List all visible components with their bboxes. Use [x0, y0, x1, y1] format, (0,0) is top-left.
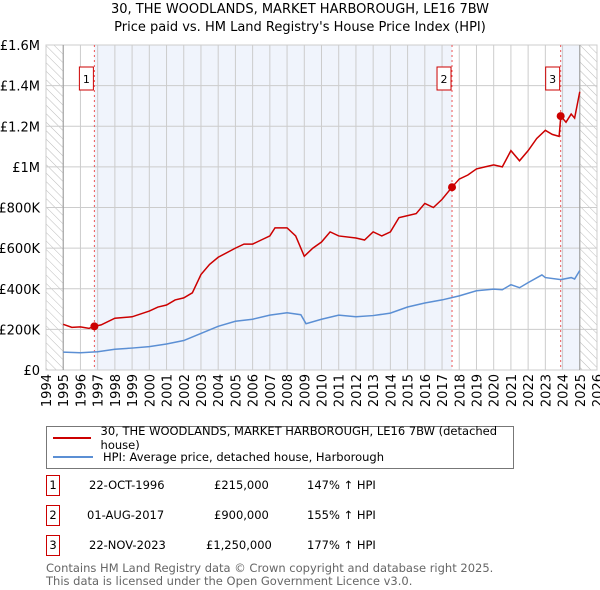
x-tick-label: 2004 [212, 374, 227, 407]
sale-hpi: 147% ↑ HPI [307, 478, 376, 492]
x-tick-label: 2009 [298, 374, 313, 407]
y-tick-label: £1.6M [0, 39, 40, 54]
sale-badge [545, 66, 561, 91]
x-tick-label: 2016 [419, 374, 434, 407]
x-tick-label: 1996 [74, 374, 89, 407]
sale-badge-label: 3 [549, 73, 556, 86]
sale-marker-badge: 3 [46, 535, 60, 556]
chart-subtitle: Price paid vs. HM Land Registry's House … [114, 20, 486, 35]
sale-hpi: 155% ↑ HPI [307, 508, 376, 522]
sale-price: £900,000 [214, 508, 269, 522]
sale-marker-badge: 2 [46, 505, 60, 526]
hpi-line [63, 270, 581, 354]
y-tick-label: £200K [0, 323, 40, 338]
sale-marker-badge: 1 [46, 475, 60, 496]
legend-label: HPI: Average price, detached house, Harb… [103, 450, 385, 464]
x-tick-label: 2026 [591, 374, 600, 407]
x-tick-label: 2011 [333, 374, 348, 407]
x-tick-label: 2001 [161, 374, 176, 407]
y-tick-label: £1M [12, 161, 40, 176]
sale-badge [436, 66, 452, 91]
sale-price: £215,000 [214, 478, 269, 492]
x-tick-label: 1994 [40, 374, 55, 407]
x-tick-label: 2019 [470, 374, 485, 407]
y-tick-label: £800K [0, 202, 40, 217]
footer: Contains HM Land Registry data © Crown c… [46, 562, 493, 588]
sale-row: 2 01-AUG-2017 £900,000 155% ↑ HPI [46, 505, 546, 526]
legend-item-property: 30, THE WOODLANDS, MARKET HARBOROUGH, LE… [53, 424, 513, 452]
property-price-line [62, 91, 581, 330]
x-tick-label: 2014 [384, 374, 399, 407]
x-tick-label: 2025 [574, 374, 589, 407]
x-tick-label: 2010 [316, 374, 331, 407]
legend-label: 30, THE WOODLANDS, MARKET HARBOROUGH, LE… [100, 424, 498, 452]
x-tick-label: 2020 [488, 374, 503, 407]
x-tick-label: 2002 [178, 374, 193, 407]
sale-point [556, 112, 565, 121]
sale-row: 1 22-OCT-1996 £215,000 147% ↑ HPI [46, 475, 546, 496]
sale-badge-label: 2 [441, 73, 448, 86]
x-tick-label: 2006 [247, 374, 262, 407]
x-tick-label: 1997 [92, 374, 107, 407]
x-tick-label: 1998 [109, 374, 124, 407]
sale-row: 3 22-NOV-2023 £1,250,000 177% ↑ HPI [46, 535, 546, 556]
x-tick-label: 2021 [505, 374, 520, 407]
copyright-text: Contains HM Land Registry data © Crown c… [46, 561, 494, 575]
sale-hpi: 177% ↑ HPI [307, 538, 376, 552]
price-chart: £0 £200K £400K £600K £800K £1M £1.2M £1.4M £1.6M… [0, 39, 600, 407]
x-tick-label: 2013 [367, 374, 382, 407]
x-tick-label: 1995 [57, 374, 72, 407]
x-tick-label: 2008 [281, 374, 296, 407]
x-tick-label: 2023 [539, 374, 554, 407]
y-tick-label: £600K [0, 242, 40, 257]
licence-text: This data is licensed under the Open Gov… [46, 574, 413, 588]
sale-point [448, 183, 457, 192]
x-tick-label: 2005 [229, 374, 244, 407]
sale-point [90, 322, 99, 331]
sale-badge-label: 1 [83, 73, 90, 86]
blue-line-swatch [53, 456, 93, 458]
chart-title: 30, THE WOODLANDS, MARKET HARBOROUGH, LE… [110, 2, 490, 17]
x-tick-label: 2007 [264, 374, 279, 407]
x-tick-label: 2003 [195, 374, 210, 407]
x-tick-label: 2012 [350, 374, 365, 407]
x-tick-label: 1999 [126, 374, 141, 407]
y-tick-label: £0 [23, 364, 40, 379]
x-tick-label: 2015 [402, 374, 417, 407]
x-tick-label: 2024 [557, 374, 572, 407]
y-tick-label: £400K [0, 283, 40, 298]
sale-date: 22-NOV-2023 [89, 538, 166, 552]
sale-price: £1,250,000 [206, 538, 272, 552]
x-tick-label: 2022 [522, 374, 537, 407]
sale-date: 22-OCT-1996 [89, 478, 165, 492]
plot-border [45, 44, 598, 371]
red-line-swatch [53, 437, 91, 439]
x-tick-label: 2017 [436, 374, 451, 407]
x-tick-label: 2018 [453, 374, 468, 407]
y-tick-label: £1.2M [0, 120, 40, 135]
sale-badge [78, 66, 94, 91]
legend: 30, THE WOODLANDS, MARKET HARBOROUGH, LE… [46, 424, 514, 469]
sale-date: 01-AUG-2017 [87, 508, 165, 522]
x-tick-label: 2000 [143, 374, 158, 407]
legend-item-hpi: HPI: Average price, detached house, Harb… [53, 448, 384, 466]
y-tick-label: £1.4M [0, 80, 40, 95]
